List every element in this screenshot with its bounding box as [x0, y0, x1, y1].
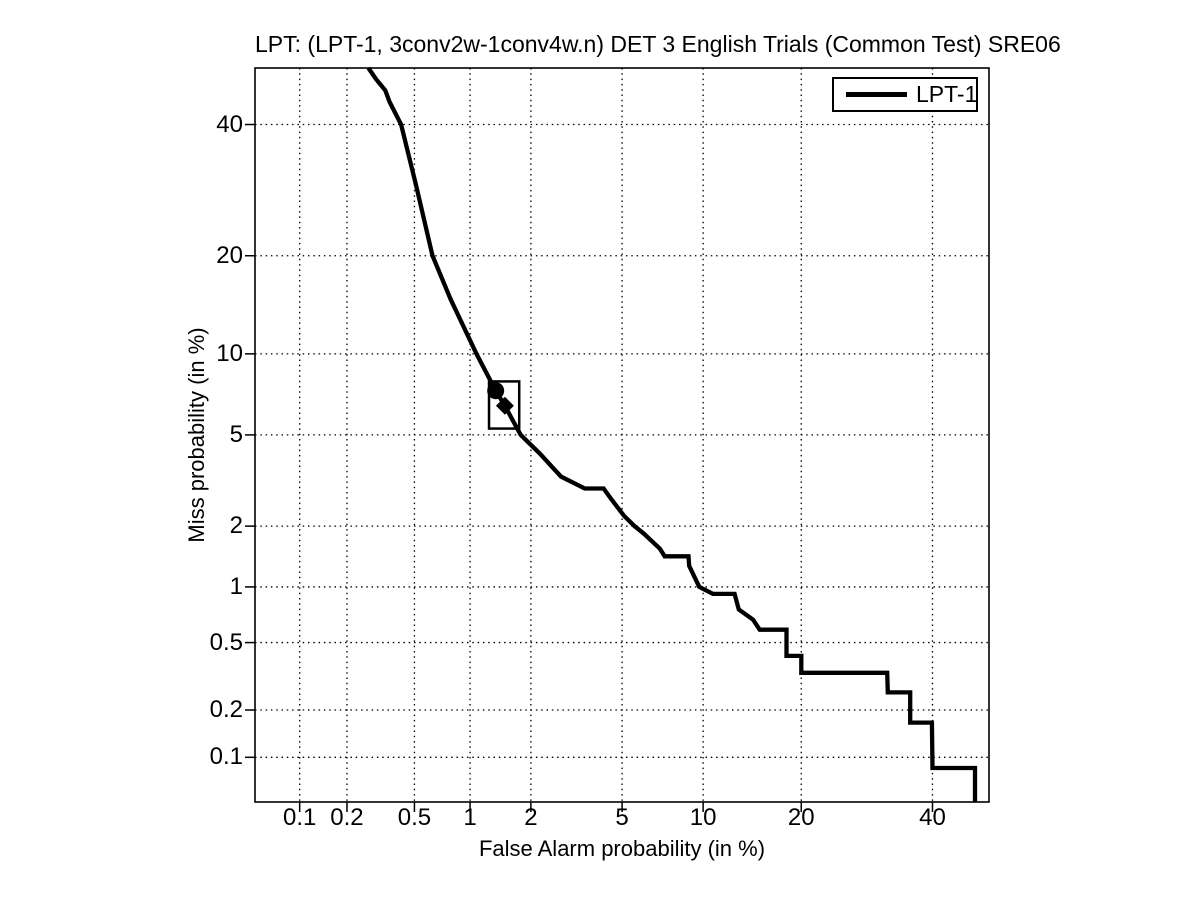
plot-title: LPT: (LPT-1, 3conv2w-1conv4w.n) DET 3 En…: [255, 31, 1061, 57]
axes-box: [254, 67, 990, 803]
y-tick-label: 5: [229, 420, 243, 448]
x-tick-label: 2: [524, 804, 538, 831]
x-tick-label: 10: [689, 804, 717, 831]
y-tick-label: 20: [216, 241, 243, 269]
x-tick-label: 20: [787, 804, 815, 831]
y-tick-label: 0.5: [209, 628, 243, 656]
x-tick-label: 5: [615, 804, 629, 831]
legend-line-sample: [846, 92, 907, 97]
y-tick-label: 40: [216, 110, 243, 138]
y-tick-label: 1: [229, 572, 243, 600]
y-tick-label: 2: [229, 512, 243, 540]
det-curve: [366, 66, 978, 802]
operating-point-annotation-box: [487, 380, 521, 430]
x-axis-label: False Alarm probability (in %): [478, 836, 766, 861]
y-tick-label: 0.1: [209, 743, 243, 771]
legend: LPT-1: [832, 77, 978, 112]
legend-label: LPT-1: [916, 81, 978, 107]
x-tick-label: 1: [463, 804, 477, 831]
x-tick-label: 0.1: [282, 804, 317, 831]
x-tick-label: 0.2: [330, 804, 364, 831]
diamond-marker: [495, 396, 514, 415]
x-tick-label: 0.5: [397, 804, 432, 831]
circle-marker: [487, 382, 505, 400]
y-tick-label: 10: [216, 339, 243, 367]
y-tick-label: 0.2: [209, 696, 243, 724]
x-tick-label: 40: [919, 804, 946, 831]
